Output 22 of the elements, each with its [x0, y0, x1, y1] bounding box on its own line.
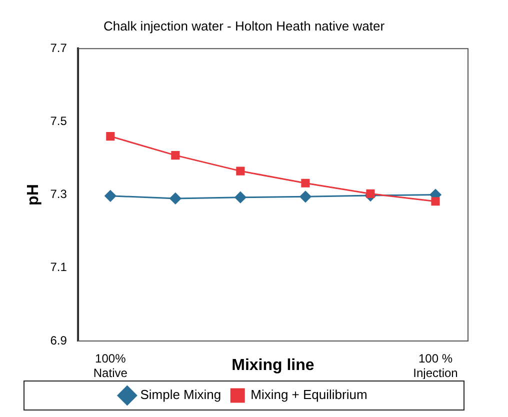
point: [301, 178, 310, 188]
y-tick-label: 6.9: [50, 333, 68, 348]
point: [234, 192, 246, 204]
y-tick-label: 7.5: [50, 114, 68, 128]
point: [236, 166, 245, 176]
x-tick-label: 100% Native: [93, 352, 128, 380]
legend-label: Simple Mixing: [140, 387, 222, 402]
point: [171, 151, 180, 160]
point: [104, 190, 116, 202]
point: [431, 197, 440, 206]
y-tick-label: 7.1: [50, 260, 68, 274]
x-tick-label: 100 % Injection: [413, 352, 458, 380]
y-tick-label: 7.3: [50, 187, 68, 202]
point: [300, 190, 312, 202]
point: [170, 192, 182, 204]
chart-title: Chalk injection water - Holton Heath native water: [103, 18, 386, 34]
y-tick-label: 7.7: [50, 40, 68, 55]
legend-label: Mixing + Equilibrium: [250, 387, 368, 402]
point: [106, 132, 115, 141]
y-axis-title: pH: [25, 184, 42, 206]
x-axis-title: Mixing line: [232, 356, 314, 374]
point: [366, 189, 375, 198]
